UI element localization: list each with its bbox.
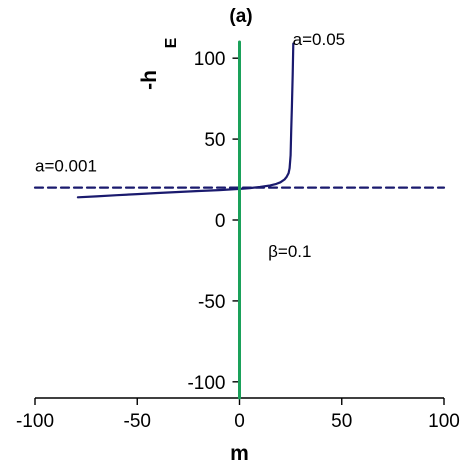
annotation-label: β=0.1 [268,242,311,261]
y-axis-label-group: -h E [138,37,180,90]
y-tick-label: -100 [187,373,225,394]
x-tick-label: -50 [124,411,151,432]
y-axis-label-subscript: E [163,37,180,48]
y-axis-label: -h [138,70,161,90]
y-tick-label: 100 [194,49,226,70]
x-tick-label: 100 [428,411,460,432]
x-tick-label: -100 [16,411,54,432]
x-tick-label: 0 [234,411,245,432]
annotation-label: a=0.05 [293,30,345,49]
annotation-label: a=0.001 [35,156,97,175]
x-tick-label: 50 [331,411,352,432]
panel-label: (a) [229,6,252,27]
y-tick-label: -50 [198,292,225,313]
labels-layer: (a) m -h E -100 -50 0 50 100 -100 -50 0 50 100 a=0… [16,6,460,464]
series-line-a-0-05 [76,42,295,199]
series-layer [33,40,446,400]
x-axis-label: m [230,442,249,464]
y-tick-label: 0 [215,211,226,232]
y-tick-label: 50 [204,130,225,151]
